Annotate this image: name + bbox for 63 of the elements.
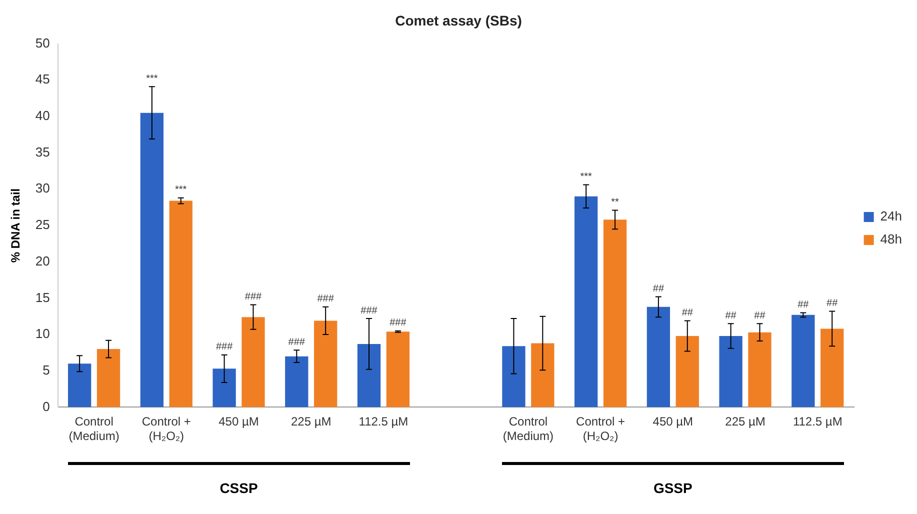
data-label: ### <box>288 336 306 348</box>
data-label: ## <box>682 307 694 318</box>
x-tick-label: 112.5 µM <box>358 414 408 429</box>
data-label: ### <box>317 294 334 305</box>
bar <box>792 314 815 408</box>
data-label: *** <box>175 184 187 196</box>
x-tick-label: 450 µM <box>218 414 259 429</box>
bar <box>820 328 844 408</box>
data-label: ### <box>216 342 234 353</box>
bar <box>386 332 410 408</box>
bar <box>357 344 381 408</box>
bar <box>314 320 338 408</box>
data-label: ## <box>754 310 766 322</box>
y-tick-label: 0 <box>42 398 50 414</box>
data-label: ### <box>390 318 407 329</box>
bar <box>212 368 236 408</box>
chart-title: Comet assay (SBs) <box>395 12 522 28</box>
y-tick-label: 35 <box>35 144 50 160</box>
x-tick-label: 225 µM <box>290 414 332 429</box>
y-tick-label: 20 <box>35 253 50 268</box>
bar <box>719 336 742 408</box>
y-tick-label: 15 <box>35 290 50 305</box>
x-tick-label: Control (Medium) <box>68 414 120 444</box>
y-tick-label: 30 <box>35 180 50 196</box>
data-label: ## <box>798 299 810 310</box>
bar <box>96 349 120 408</box>
y-tick-label: 10 <box>35 326 50 342</box>
y-tick-label: 40 <box>35 108 50 124</box>
y-tick-label: 50 <box>35 35 50 50</box>
data-label: ### <box>360 305 378 316</box>
legend-label: 24h <box>880 208 902 224</box>
bar <box>531 343 554 408</box>
bar <box>603 220 627 408</box>
data-label: *** <box>146 73 158 84</box>
bar <box>242 317 265 408</box>
text: CSSP <box>220 480 258 496</box>
bar <box>748 332 772 408</box>
x-tick-label: 225 µM <box>725 414 766 429</box>
data-label: *** <box>580 172 592 183</box>
data-label: ## <box>652 283 664 294</box>
y-tick-label: 45 <box>35 72 50 87</box>
bar <box>502 346 526 408</box>
x-tick-label: 450 µM <box>652 414 694 429</box>
x-tick-label: 112.5 µM <box>792 414 842 429</box>
bar <box>676 336 699 408</box>
bar <box>140 112 164 408</box>
y-axis-title: % DNA in tail <box>8 188 23 263</box>
y-tick-label: 5 <box>42 362 50 378</box>
y-tick-label: 25 <box>35 217 50 232</box>
x-tick-label: Control (Medium) <box>502 414 554 444</box>
data-label: ## <box>826 298 838 310</box>
bar <box>169 200 192 408</box>
data-label: ### <box>244 291 262 302</box>
data-label: ## <box>725 310 737 322</box>
bar <box>68 364 92 408</box>
text: GSSP <box>653 480 692 496</box>
bar <box>574 196 598 408</box>
legend-label: 48h <box>880 232 902 247</box>
x-tick-label: Control + (H₂O₂) <box>142 414 191 444</box>
bar <box>646 306 670 408</box>
bar <box>285 356 308 408</box>
data-label: ** <box>611 196 620 208</box>
x-tick-label: Control + (H₂O₂) <box>576 414 626 444</box>
